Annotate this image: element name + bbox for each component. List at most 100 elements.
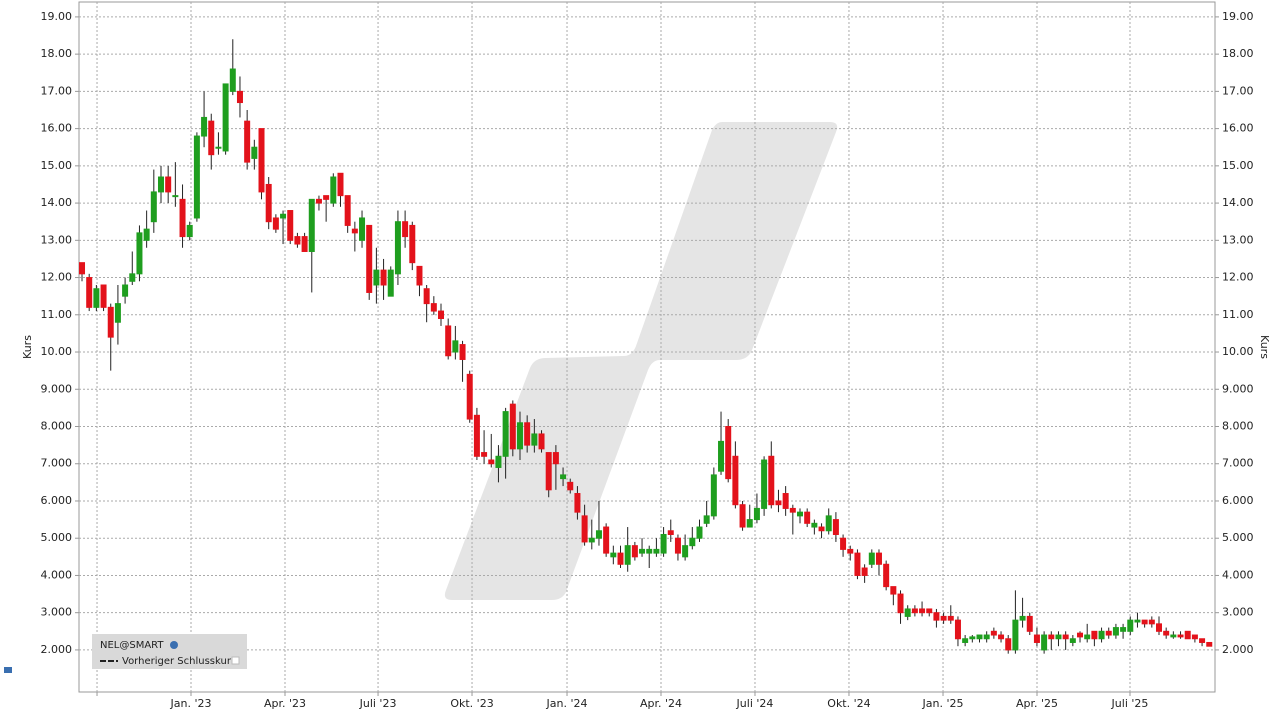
candle-body	[251, 146, 258, 159]
candle-body	[531, 433, 538, 446]
candle-body	[438, 310, 445, 320]
y-tick-label: 18.00	[41, 47, 73, 60]
candle-body	[222, 83, 229, 152]
candle-body	[143, 228, 150, 241]
x-tick-label: Juli '23	[359, 697, 397, 710]
x-tick-label: Jan. '25	[922, 697, 964, 710]
candle-body	[631, 545, 638, 558]
y2-tick-label: 3.000	[1222, 606, 1254, 619]
candle-body	[315, 198, 322, 204]
candle-body	[323, 195, 330, 200]
x-tick-label: Juli '24	[736, 697, 774, 710]
candle-body	[1077, 632, 1084, 638]
candle-body	[287, 210, 294, 241]
candle-body	[524, 422, 531, 446]
candle-body	[919, 608, 926, 614]
candle-body	[136, 232, 143, 275]
candle-body	[926, 608, 933, 614]
y-tick-label: 16.00	[41, 122, 73, 135]
legend-checkbox[interactable]	[231, 656, 240, 665]
candle-body	[380, 269, 387, 286]
y2-tick-label: 13.00	[1222, 233, 1254, 246]
candle-body	[674, 537, 681, 554]
candle-body	[359, 217, 366, 241]
candle-body	[280, 213, 287, 219]
candle-body	[186, 224, 193, 238]
candle-body	[344, 195, 351, 226]
y-tick-label: 4.000	[41, 568, 73, 581]
candle-body	[1155, 623, 1162, 632]
y-tick-label: 10.00	[41, 345, 73, 358]
y-tick-label: 11.00	[41, 308, 73, 321]
candle-body	[229, 68, 236, 92]
candle-body	[696, 526, 703, 539]
y-tick-label: 3.000	[41, 606, 73, 619]
candle-body	[969, 636, 976, 640]
candle-body	[1005, 638, 1012, 651]
candle-body	[710, 474, 717, 517]
candle-body	[509, 403, 516, 450]
candle-body	[502, 411, 509, 457]
legend-label: NEL@SMART	[100, 640, 164, 651]
candle-body	[308, 198, 315, 252]
candle-body	[1184, 630, 1191, 640]
candle-body	[473, 414, 480, 457]
candle-body	[100, 284, 107, 308]
candle-body	[114, 303, 121, 323]
candle-body	[789, 507, 796, 513]
candle-body	[394, 221, 401, 275]
y2-tick-label: 15.00	[1222, 159, 1254, 172]
candle-body	[854, 552, 861, 576]
y2-tick-label: 6.000	[1222, 494, 1254, 507]
plot-border	[78, 1, 1216, 693]
candle-body	[639, 548, 646, 554]
candle-body	[797, 511, 804, 517]
candle-body	[516, 422, 523, 450]
candle-body	[165, 176, 172, 193]
candle-body	[646, 548, 653, 554]
candle-body	[610, 552, 617, 558]
candle-body	[667, 530, 674, 535]
candle-body	[236, 90, 243, 104]
candle-body	[459, 344, 466, 360]
candle-body	[172, 195, 179, 198]
candle-body	[617, 552, 624, 565]
candle-body	[775, 500, 782, 506]
candle-body	[208, 120, 215, 156]
candle-body	[351, 228, 358, 234]
candle-body	[990, 630, 997, 636]
candle-body	[660, 533, 667, 554]
candle-body	[904, 608, 911, 617]
candle-body	[832, 519, 839, 535]
candle-body	[79, 262, 86, 275]
candle-body	[387, 269, 394, 297]
candle-body	[538, 433, 545, 450]
y-tick-label: 5.000	[41, 531, 73, 544]
x-tick-label: Apr. '23	[264, 697, 306, 710]
candle-body	[782, 493, 789, 509]
y-tick-label: 2.000	[41, 643, 73, 656]
y-axis-label: Kurs	[21, 335, 34, 359]
candle-body	[366, 224, 373, 293]
candle-body	[409, 224, 416, 264]
candle-body	[1091, 630, 1098, 640]
candle-body	[595, 530, 602, 539]
candle-body	[983, 634, 990, 640]
candle-body	[682, 545, 689, 558]
candle-body	[624, 545, 631, 565]
candle-body	[875, 552, 882, 565]
candle-body	[452, 340, 459, 353]
y2-tick-label: 14.00	[1222, 196, 1254, 209]
candle-body	[1191, 634, 1198, 640]
y-tick-label: 13.00	[41, 233, 73, 246]
candle-body	[1206, 641, 1213, 647]
corner-icon	[4, 667, 12, 673]
candle-body	[725, 426, 732, 480]
candle-body	[1134, 619, 1141, 623]
candle-body	[265, 183, 272, 223]
y2-tick-label: 19.00	[1222, 10, 1254, 23]
y2-tick-label: 10.00	[1222, 345, 1254, 358]
x-tick-label: Apr. '24	[640, 697, 682, 710]
y2-tick-label: 2.000	[1222, 643, 1254, 656]
y2-tick-label: 4.000	[1222, 568, 1254, 581]
